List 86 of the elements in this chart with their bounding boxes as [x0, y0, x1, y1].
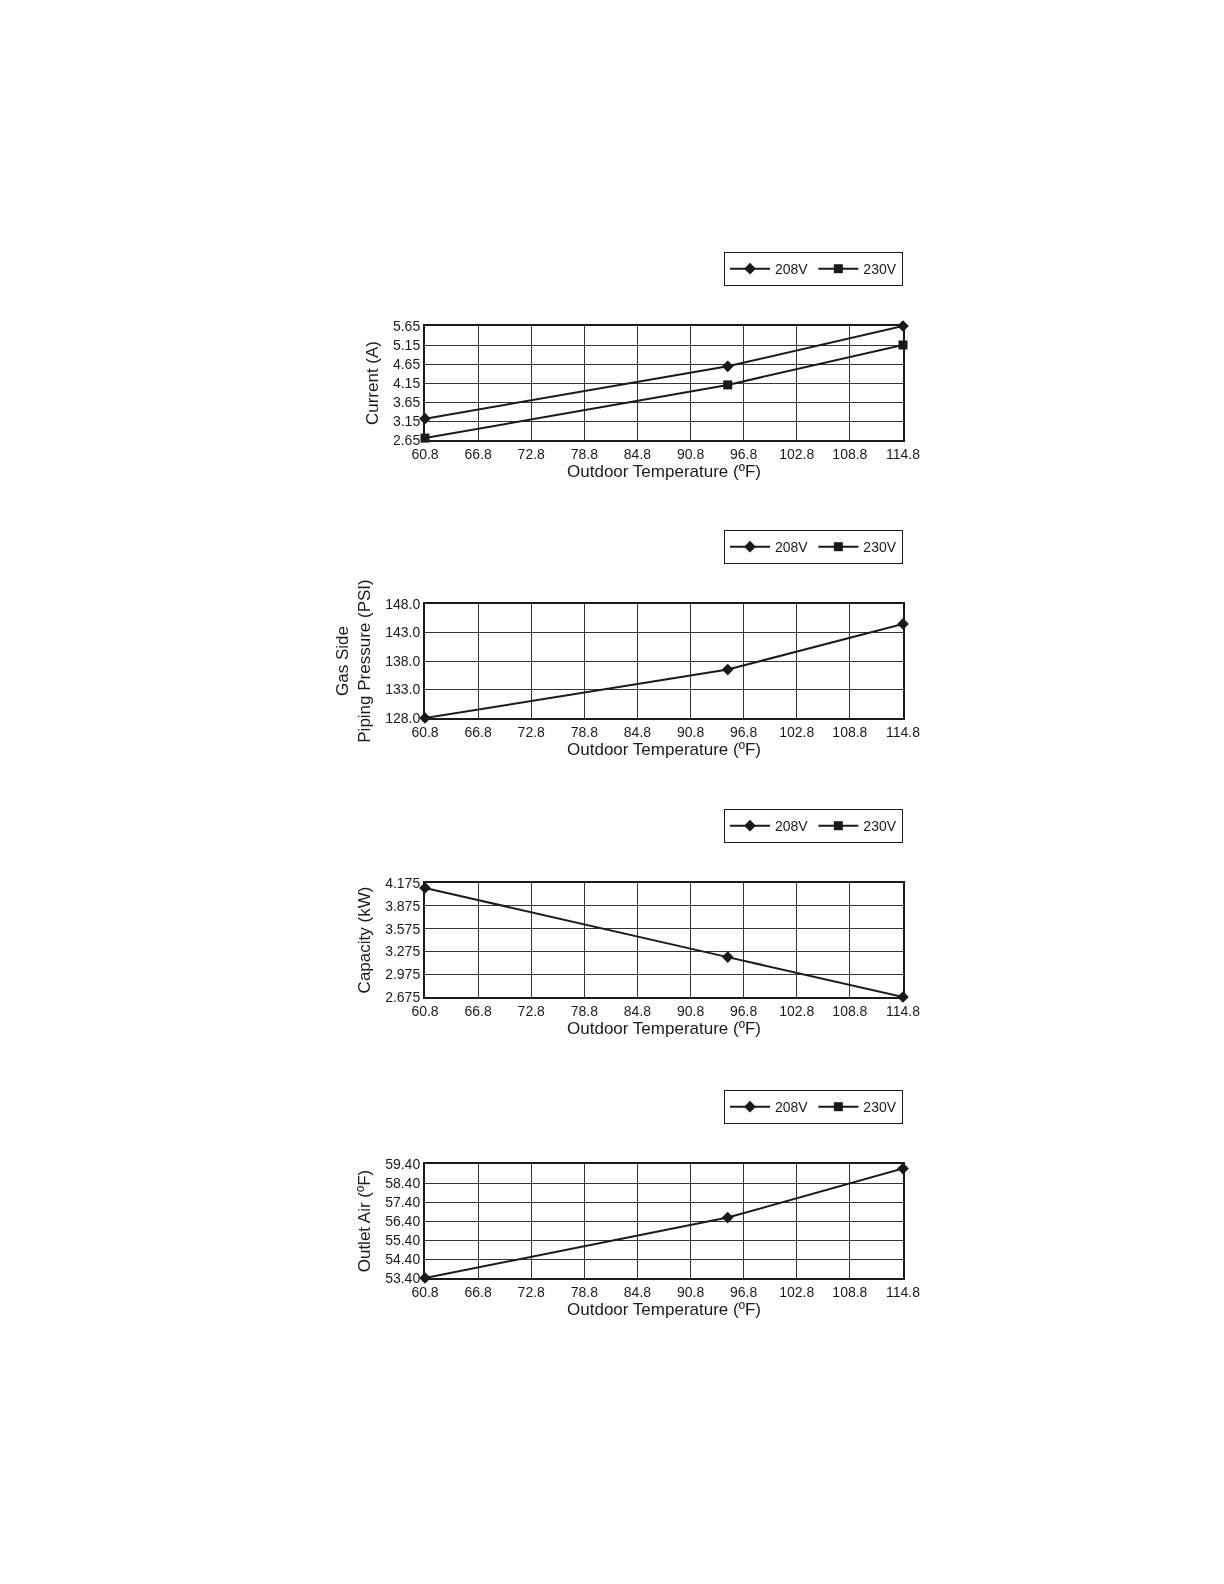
y-tick-label: 148.0: [385, 595, 421, 612]
x-tick-label: 114.8: [886, 723, 921, 740]
point: [721, 663, 734, 676]
x-tick-label: 78.8: [570, 445, 599, 462]
y-tick-label: 143.0: [385, 624, 421, 641]
y-tick-label: 2.975: [385, 966, 421, 983]
x-tick-label: 102.8: [779, 1002, 815, 1019]
legend-label: 230V: [863, 1099, 897, 1116]
x-tick-label: 84.8: [623, 1002, 652, 1019]
x-tick-label: 72.8: [517, 1002, 546, 1019]
legend-label: 230V: [863, 818, 897, 835]
y-tick-label: 133.0: [385, 681, 421, 698]
x-tick-label: 72.8: [517, 1283, 546, 1300]
y-tick-label: 55.40: [385, 1231, 421, 1248]
legend-label: 208V: [775, 261, 809, 278]
x-tick-label: 108.8: [832, 445, 868, 462]
x-tick-label: 78.8: [570, 1283, 599, 1300]
y-tick-label: 2.675: [385, 988, 421, 1005]
y-axis-title: Current (A): [363, 340, 382, 426]
y-tick-label: 5.65: [392, 317, 421, 334]
y-tick-label: 53.40: [385, 1269, 421, 1286]
y-tick-label: 56.40: [385, 1212, 421, 1229]
x-tick-label: 90.8: [676, 1283, 705, 1300]
y-tick-label: 58.40: [385, 1174, 421, 1191]
x-tick-label: 66.8: [464, 723, 492, 740]
x-tick-label: 96.8: [730, 1283, 758, 1300]
x-tick-label: 108.8: [832, 723, 868, 740]
x-tick-label: 66.8: [464, 445, 492, 462]
legend-label: 230V: [863, 261, 897, 278]
x-tick-label: 84.8: [623, 723, 652, 740]
x-tick-label: 60.8: [411, 1002, 439, 1019]
x-tick-label: 96.8: [730, 723, 758, 740]
x-tick-label: 96.8: [730, 445, 758, 462]
x-tick-label: 66.8: [464, 1283, 492, 1300]
x-tick-label: 78.8: [570, 723, 599, 740]
x-tick-label: 108.8: [832, 1002, 868, 1019]
x-axis-title: Outdoor Temperature (ºF): [567, 461, 761, 481]
x-tick-label: 90.8: [676, 445, 705, 462]
x-tick-label: 60.8: [411, 723, 439, 740]
x-tick-label: 72.8: [517, 445, 546, 462]
y-tick-label: 3.275: [385, 943, 421, 960]
x-tick-label: 114.8: [886, 1002, 921, 1019]
x-tick-label: 102.8: [779, 1283, 815, 1300]
y-tick-label: 3.875: [385, 897, 421, 914]
x-tick-label: 96.8: [730, 1002, 758, 1019]
y-tick-label: 5.15: [392, 336, 421, 353]
point: [721, 360, 734, 373]
y-tick-label: 138.0: [385, 652, 421, 669]
y-axis-title: Outlet Air (ºF): [355, 1169, 375, 1273]
y-tick-label: 54.40: [385, 1250, 421, 1267]
point: [721, 951, 734, 963]
point: [721, 1211, 734, 1224]
legend-label: 230V: [863, 539, 897, 556]
y-tick-label: 3.15: [392, 412, 421, 429]
x-tick-label: 60.8: [411, 445, 439, 462]
y-axis-title: Gas Side Piping Pressure (PSI): [333, 579, 375, 743]
point: [723, 380, 733, 390]
x-tick-label: 114.8: [886, 1283, 921, 1300]
y-tick-label: 3.65: [392, 393, 421, 410]
y-tick-label: 3.575: [385, 920, 421, 937]
y-tick-label: 4.15: [392, 374, 421, 391]
x-tick-label: 90.8: [676, 723, 705, 740]
y-tick-label: 59.40: [385, 1155, 421, 1172]
y-tick-label: 2.65: [392, 431, 421, 448]
x-tick-label: 102.8: [779, 445, 815, 462]
x-tick-label: 84.8: [623, 445, 652, 462]
x-axis-title: Outdoor Temperature (ºF): [567, 739, 761, 759]
x-axis-title: Outdoor Temperature (ºF): [567, 1299, 761, 1319]
y-tick-label: 4.65: [392, 355, 421, 372]
x-tick-label: 60.8: [411, 1283, 439, 1300]
x-tick-label: 114.8: [886, 445, 921, 462]
x-tick-label: 102.8: [779, 723, 815, 740]
x-tick-label: 72.8: [517, 723, 546, 740]
x-tick-label: 108.8: [832, 1283, 868, 1300]
x-axis-title: Outdoor Temperature (ºF): [567, 1018, 761, 1038]
x-tick-label: 66.8: [464, 1002, 492, 1019]
legend-label: 208V: [775, 1099, 809, 1116]
y-tick-label: 4.175: [385, 874, 421, 891]
y-axis-title: Capacity (kW): [355, 886, 375, 994]
x-tick-label: 78.8: [570, 1002, 599, 1019]
y-tick-label: 57.40: [385, 1193, 421, 1210]
legend-label: 208V: [775, 818, 809, 835]
x-tick-label: 84.8: [623, 1283, 652, 1300]
legend-label: 208V: [775, 539, 809, 556]
x-tick-label: 90.8: [676, 1002, 705, 1019]
y-tick-label: 128.0: [385, 709, 421, 726]
